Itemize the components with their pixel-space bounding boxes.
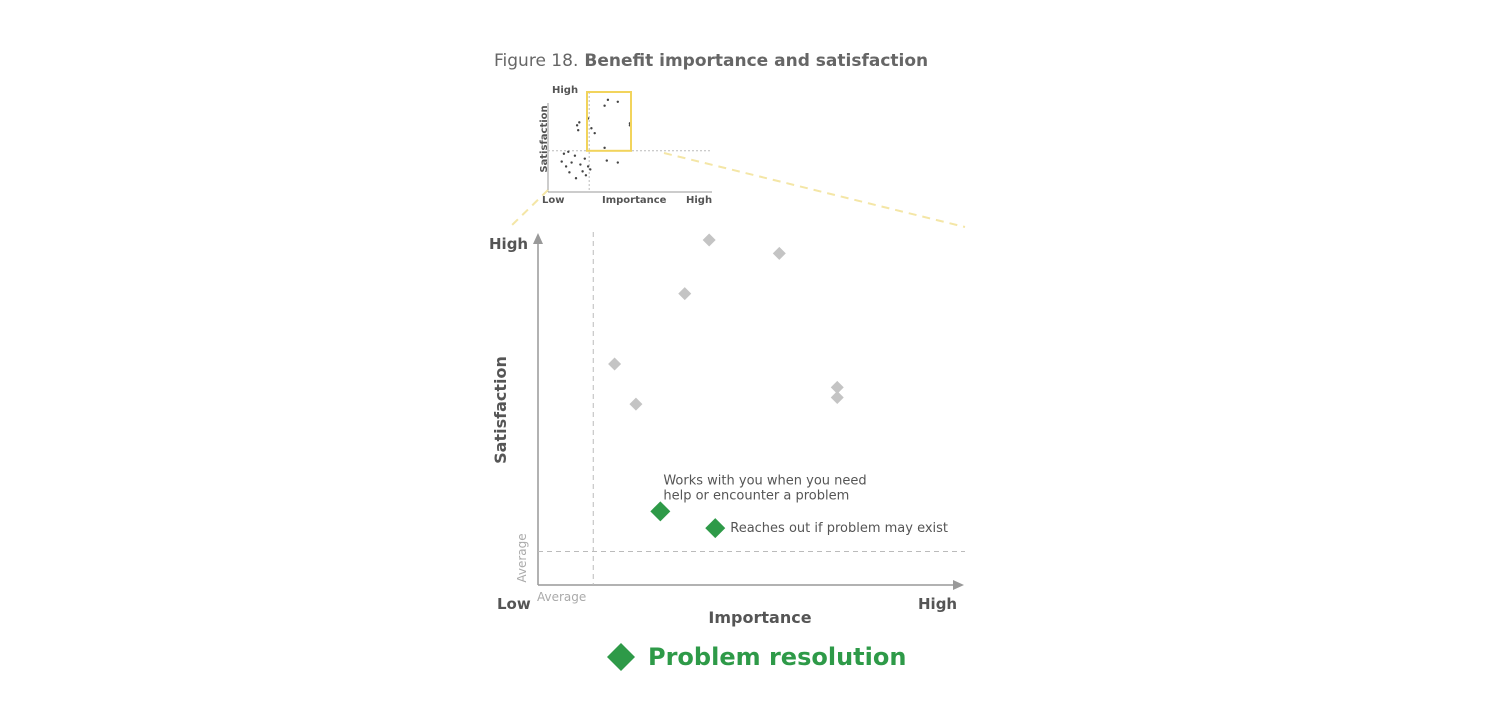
- inset-point-14: [562, 152, 566, 155]
- inset-point-7: [593, 131, 596, 135]
- inset-point-0: [606, 98, 610, 102]
- inset-point-21: [581, 170, 584, 173]
- main-scatter-chart: Works with you when you need help or enco…: [489, 232, 965, 627]
- inset-point-2: [603, 104, 606, 107]
- inset-point-13: [577, 129, 580, 132]
- point-5: [830, 380, 844, 394]
- figure-label: Figure 18.: [494, 51, 578, 71]
- inset-point-17: [579, 163, 582, 166]
- inset-y-high-label: High: [552, 85, 578, 96]
- inset-x-axis-title: Importance: [602, 195, 667, 206]
- inset-point-12: [578, 121, 581, 124]
- x-average-label: Average: [537, 590, 586, 604]
- inset-point-26: [568, 171, 571, 174]
- inset-point-9: [605, 159, 608, 162]
- inset-point-19: [570, 161, 573, 164]
- inset-point-10: [616, 161, 619, 164]
- legend-label: Problem resolution: [648, 643, 906, 671]
- inset-point-23: [584, 174, 588, 177]
- inset-point-15: [567, 150, 570, 153]
- x-axis-title: Importance: [708, 608, 811, 627]
- inset-point-8: [603, 146, 606, 150]
- inset-point-6: [590, 127, 593, 130]
- point-6: [830, 390, 844, 404]
- main-points: [608, 233, 844, 539]
- point-labels: Works with you when you need help or enco…: [663, 473, 948, 536]
- inset-point-18: [586, 165, 590, 168]
- figure-title-text: Benefit importance and satisfaction: [584, 51, 928, 71]
- x-axis-arrow-icon: [953, 580, 964, 590]
- point-label-0: Works with you when you need help or enco…: [663, 473, 866, 503]
- y-average-label: Average: [515, 533, 529, 582]
- zoom-projection-right: [663, 152, 966, 228]
- zoom-projection-left: [509, 189, 549, 228]
- inset-x-low-label: Low: [542, 195, 564, 206]
- figure-title: Figure 18. Benefit importance and satisfa…: [494, 51, 928, 71]
- inset-y-axis-title: Satisfaction: [539, 105, 550, 172]
- point-label-1: Reaches out if problem may exist: [730, 521, 948, 536]
- y-axis-arrow-icon: [533, 233, 543, 244]
- point-4: [629, 397, 643, 411]
- x-low-label: Low: [497, 595, 531, 613]
- inset-point-22: [574, 177, 578, 180]
- inset-point-27: [583, 157, 586, 160]
- highlight-point-1: [705, 518, 726, 539]
- legend-diamond-icon: [607, 643, 635, 671]
- highlight-point-0: [650, 501, 671, 522]
- x-high-label: High: [918, 595, 957, 613]
- legend: Problem resolution: [607, 643, 906, 671]
- y-axis-title: Satisfaction: [491, 356, 510, 464]
- inset-x-high-label: High: [686, 195, 712, 206]
- inset-point-1: [616, 100, 619, 104]
- inset-point-24: [589, 168, 592, 171]
- inset-point-16: [573, 154, 577, 157]
- y-high-label: High: [489, 235, 528, 253]
- point-2: [678, 287, 692, 301]
- inset-point-20: [564, 165, 568, 168]
- inset-zoom-frame: [586, 91, 632, 152]
- point-3: [608, 357, 622, 371]
- inset-point-11: [575, 124, 579, 127]
- point-1: [772, 246, 786, 260]
- inset-points: [560, 98, 632, 180]
- point-0: [702, 233, 716, 247]
- inset-overview-chart: High Satisfaction Low Importance High: [539, 85, 712, 206]
- inset-point-25: [560, 160, 563, 163]
